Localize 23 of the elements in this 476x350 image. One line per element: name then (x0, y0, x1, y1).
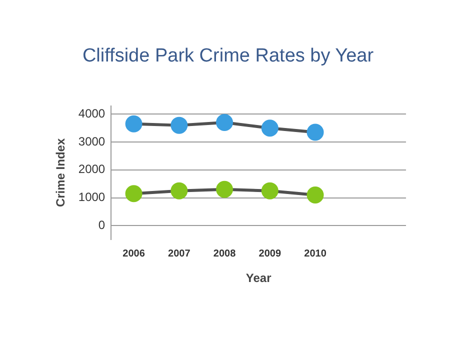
x-tick-label: 2006 (122, 248, 146, 260)
point (261, 120, 278, 137)
point (216, 180, 234, 198)
x-tick-label: 2010 (304, 248, 327, 260)
point (125, 185, 142, 202)
y-tick-label: 0 (98, 218, 106, 232)
x-tick-label: 2007 (168, 248, 191, 260)
point (170, 116, 188, 134)
x-tick-label: 2009 (258, 248, 282, 260)
y-tick-label: 3000 (78, 134, 106, 148)
y-tick-label: 1000 (78, 190, 106, 204)
point (125, 115, 142, 132)
x-tick-label: 2008 (213, 248, 236, 260)
point (261, 182, 278, 200)
y-axis-title: Crime Index (54, 138, 68, 208)
y-tick-label: 4000 (78, 106, 106, 120)
point (170, 182, 188, 200)
chart-title: Cliffside Park Crime Rates by Year (82, 46, 374, 67)
x-axis-title: Year (246, 271, 272, 286)
point (306, 186, 324, 204)
point (216, 114, 234, 132)
y-tick-label: 2000 (78, 162, 106, 176)
point (306, 124, 324, 141)
